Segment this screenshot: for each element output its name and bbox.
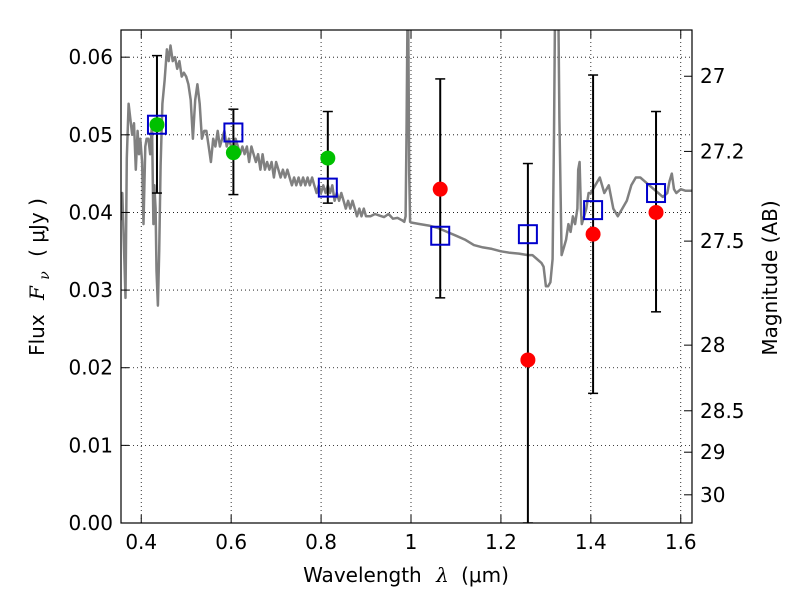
plot-frame: [120, 29, 693, 524]
model-photometry-box: [317, 177, 338, 198]
green-data-point: [149, 117, 165, 133]
x-axis-label-symbol: λ: [435, 563, 449, 587]
model-photometry-box: [223, 122, 244, 143]
y-axis-label: Flux F ν ( μJy ): [25, 198, 54, 356]
model-photometry-box: [583, 200, 604, 221]
mag-tick-label: 30: [700, 483, 725, 507]
x-tick-label: 1.6: [665, 530, 697, 554]
x-axis-label-text: Wavelength: [303, 563, 422, 587]
green-data-point: [320, 150, 336, 166]
y-axis-label-text: Flux: [25, 314, 49, 356]
red-data-point: [648, 204, 664, 220]
model-photometry-box: [517, 224, 538, 245]
red-data-point: [585, 226, 601, 242]
y-axis-label-symbol: F: [25, 285, 49, 301]
x-tick-label: 1: [405, 530, 418, 554]
plot-area: [121, 30, 692, 523]
mag-tick-label: 27: [700, 64, 725, 88]
x-tick-label: 0.8: [305, 530, 337, 554]
model-spectrum-line: [121, 30, 692, 307]
x-tick-label: 1.4: [575, 530, 607, 554]
mag-tick-label: 28: [700, 333, 725, 357]
x-tick-label: 0.6: [215, 530, 247, 554]
red-data-point: [432, 181, 448, 197]
y-tick-label: 0.00: [68, 511, 113, 535]
model-photometry-box: [646, 183, 667, 204]
x-axis-label: Wavelength λ (μm): [303, 563, 509, 587]
mag-tick-label: 27.5: [700, 229, 745, 253]
y-tick-label: 0.03: [68, 278, 113, 302]
x-tick-label: 0.4: [125, 530, 157, 554]
y-axis-label-subscript: ν: [37, 271, 53, 280]
y-axis-label-unit: ( μJy ): [25, 198, 49, 257]
mag-tick-label: 27.2: [700, 139, 745, 163]
right-axis-label: Magnitude (AB): [758, 200, 782, 355]
axis-ticks: 0.4 0.6 0.8 1 1.2 1.4 1.6 0.00 0.01 0.02 0.03 0.04 0…: [68, 30, 745, 554]
model-photometry-box: [146, 114, 167, 135]
y-tick-label: 0.04: [68, 200, 113, 224]
model-photometry-box: [430, 225, 451, 246]
red-data-point: [520, 352, 536, 368]
y-tick-label: 0.02: [68, 356, 113, 380]
x-tick-label: 1.2: [485, 530, 517, 554]
y-tick-label: 0.01: [68, 433, 113, 457]
y-tick-label: 0.06: [68, 45, 113, 69]
mag-tick-label: 28.5: [700, 399, 745, 423]
y-tick-label: 0.05: [68, 123, 113, 147]
green-data-point: [225, 145, 241, 161]
x-axis-label-unit: (μm): [461, 563, 509, 587]
mag-tick-label: 29: [700, 440, 725, 464]
